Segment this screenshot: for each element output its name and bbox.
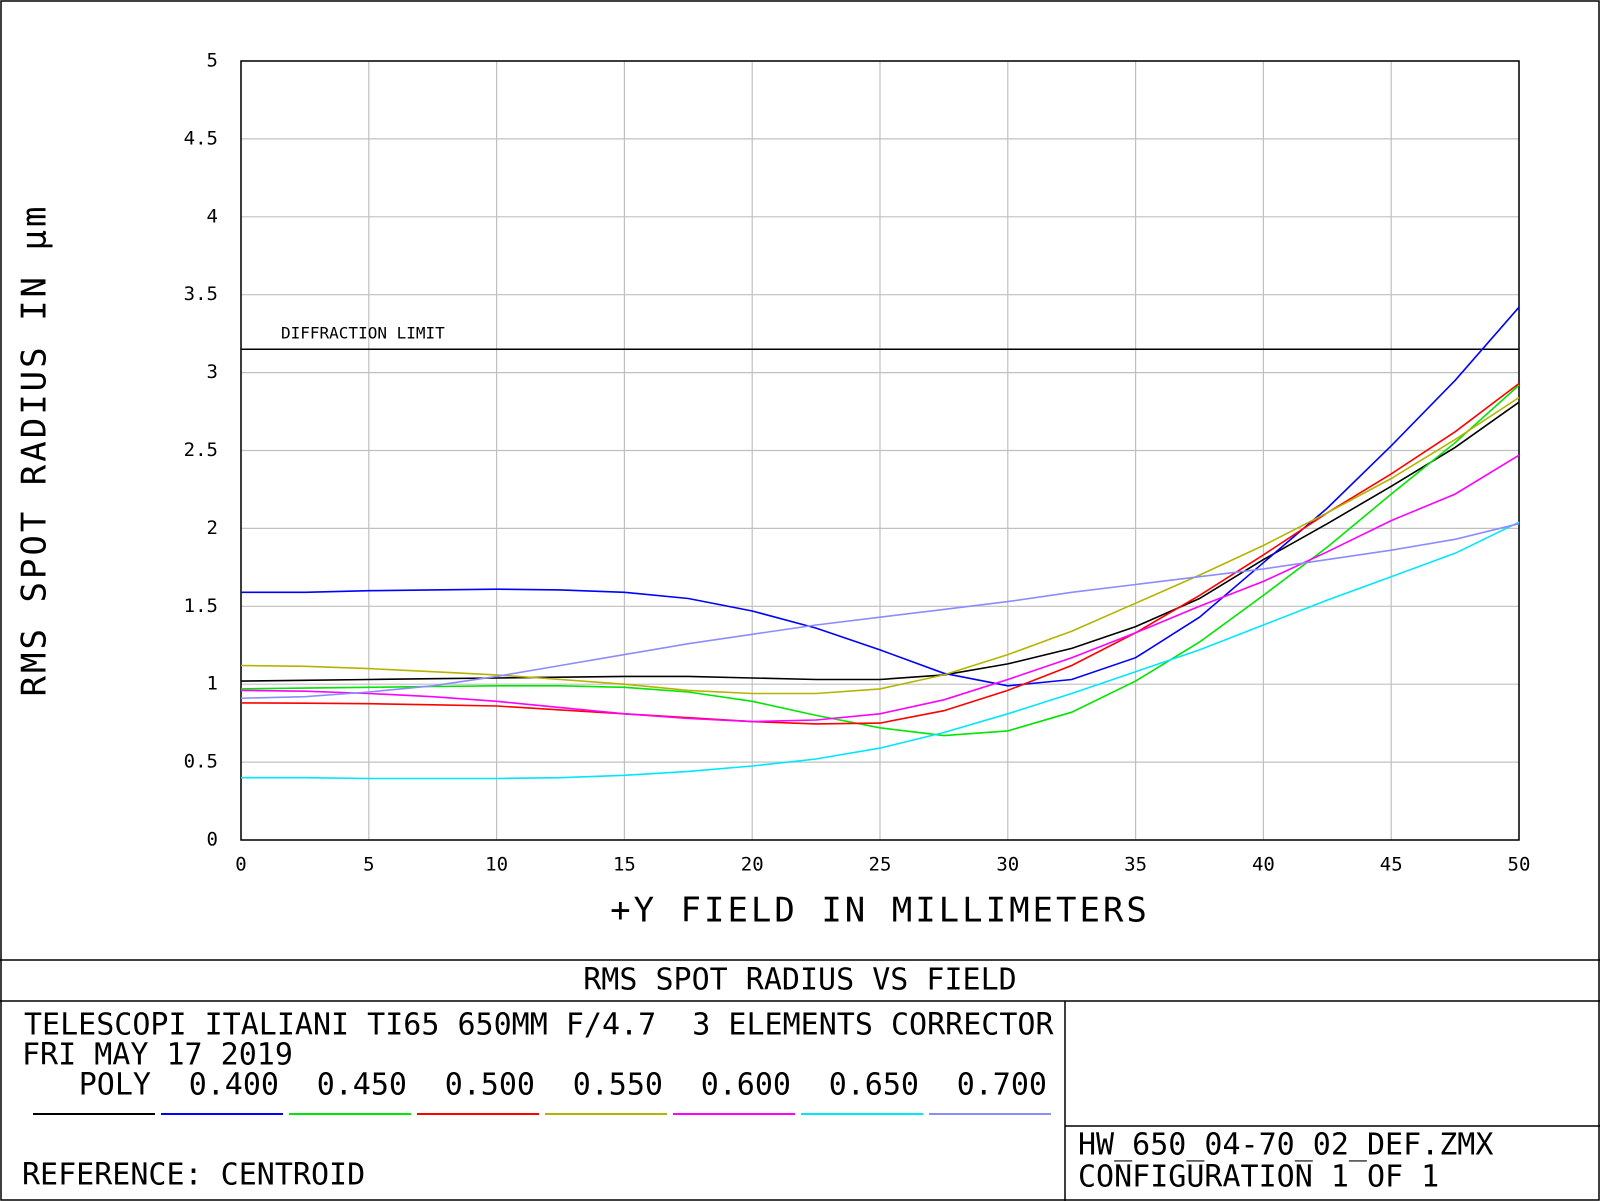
legend-label: 0.700 bbox=[957, 1068, 1047, 1103]
legend-label: 0.550 bbox=[573, 1068, 663, 1103]
diffraction-limit-label: DIFFRACTION LIMIT bbox=[281, 324, 445, 343]
y-tick-label: 0 bbox=[207, 829, 218, 851]
series-line bbox=[241, 521, 1520, 780]
series-line bbox=[240, 401, 1520, 682]
y-tick-label: 3.5 bbox=[184, 283, 218, 305]
y-tick-label: 5 bbox=[207, 50, 218, 72]
x-tick-label: 45 bbox=[1380, 854, 1403, 876]
legend-label: 0.650 bbox=[829, 1068, 919, 1103]
y-tick-label: 2.5 bbox=[184, 439, 218, 461]
series-line bbox=[240, 382, 1520, 725]
footer-description: TELESCOPI ITALIANI TI65 650MM F/4.7 3 EL… bbox=[24, 1008, 1054, 1043]
series-line bbox=[240, 454, 1520, 723]
x-tick-label: 10 bbox=[485, 854, 508, 876]
footer-date: FRI MAY 17 2019 bbox=[22, 1038, 293, 1073]
series-line bbox=[240, 396, 1520, 695]
footer-configuration: CONFIGURATION 1 OF 1 bbox=[1078, 1160, 1439, 1195]
y-tick-label: 4 bbox=[207, 205, 218, 227]
legend-label: POLY bbox=[79, 1068, 151, 1103]
x-tick-label: 40 bbox=[1252, 854, 1275, 876]
y-tick-label: 3 bbox=[207, 361, 218, 383]
y-tick-label: 0.5 bbox=[184, 751, 218, 773]
y-tick-label: 4.5 bbox=[184, 127, 218, 149]
y-tick-label: 1 bbox=[207, 673, 218, 695]
x-tick-label: 50 bbox=[1508, 854, 1531, 876]
legend-label: 0.400 bbox=[189, 1068, 279, 1103]
x-tick-label: 20 bbox=[741, 854, 764, 876]
plot-frame bbox=[240, 60, 1520, 841]
footer-file: HW_650_04-70_02_DEF.ZMX bbox=[1078, 1128, 1493, 1163]
legend-label: 0.500 bbox=[445, 1068, 535, 1103]
legend-label: 0.600 bbox=[701, 1068, 791, 1103]
y-tick-label: 2 bbox=[207, 517, 218, 539]
legend-label: 0.450 bbox=[317, 1068, 407, 1103]
series-line bbox=[240, 522, 1520, 699]
x-tick-label: 25 bbox=[869, 854, 892, 876]
footer-reference: REFERENCE: CENTROID bbox=[22, 1158, 365, 1193]
x-tick-label: 30 bbox=[996, 854, 1019, 876]
x-tick-label: 5 bbox=[363, 854, 374, 876]
x-axis-label: +Y FIELD IN MILLIMETERS bbox=[610, 891, 1150, 931]
x-tick-label: 35 bbox=[1124, 854, 1147, 876]
footer-title: RMS SPOT RADIUS VS FIELD bbox=[583, 963, 1016, 998]
y-axis-label: RMS SPOT RADIUS IN µm bbox=[15, 204, 55, 697]
x-tick-label: 0 bbox=[235, 854, 246, 876]
y-tick-label: 1.5 bbox=[184, 595, 218, 617]
x-tick-label: 15 bbox=[613, 854, 636, 876]
